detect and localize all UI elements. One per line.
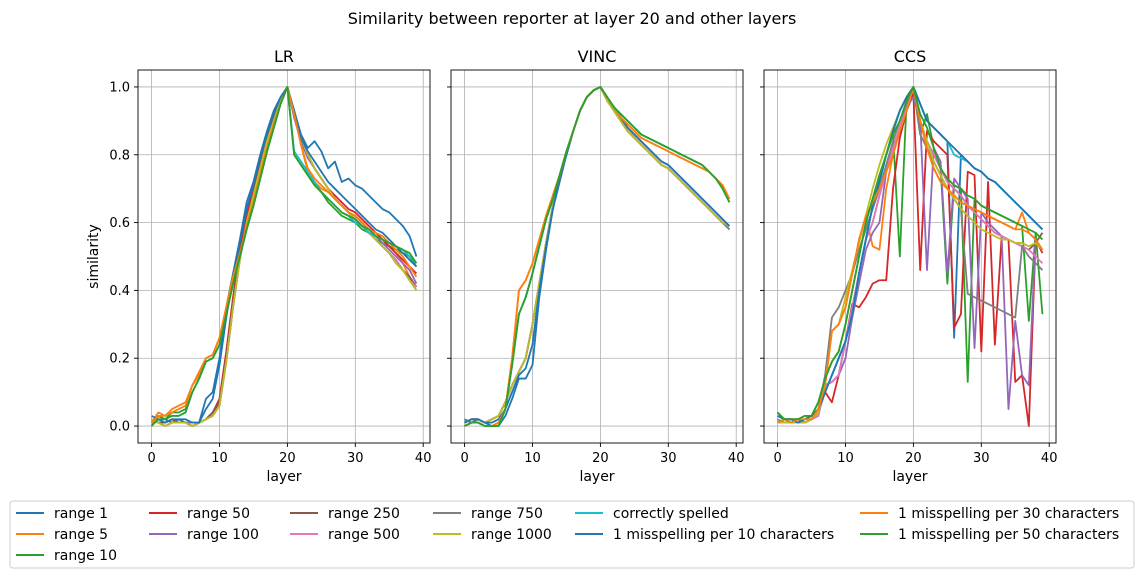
subplot-vinc: 0 10 20 30 40 VINC layer: [447, 47, 744, 485]
legend-item: range 500: [290, 527, 400, 543]
x-tick-label: 10: [524, 451, 541, 466]
x-tick-label: 30: [660, 451, 677, 466]
legend-item: range 750: [433, 506, 543, 522]
legend-frame: [9, 500, 1135, 569]
subplot-ccs: 0 10 20 30 40 CCS layer: [760, 47, 1057, 485]
legend-item: correctly spelled: [575, 506, 729, 522]
series-line-range-1: [464, 86, 731, 427]
series-line-1-misspelling-per-10-characters: [464, 86, 731, 424]
series-line-range-250: [464, 86, 731, 424]
series-line-1-misspelling-per-30-characters: [777, 86, 1044, 424]
subplot-lr: 0 10 20 30 40 0.0 0.2 0.4 0.6 0.8 1.0 LR layer simila…: [86, 47, 431, 485]
legend-label: range 50: [187, 506, 250, 522]
x-tick-label: 10: [211, 451, 228, 466]
legend-item: range 5: [16, 527, 108, 543]
legend: range 1 range 5 range 10 range 50 range 100 r…: [9, 500, 1135, 569]
series-line-1-misspelling-per-30-characters: [150, 86, 418, 424]
series-line-1-misspelling-per-50-characters: [776, 86, 1044, 421]
legend-item: range 1000: [433, 527, 552, 543]
series-line-correctly-spelled: [464, 86, 731, 427]
legend-item: 1 misspelling per 50 characters: [860, 527, 1119, 543]
subplot-title: LR: [274, 47, 294, 66]
y-tick-label: 0.4: [109, 284, 130, 299]
legend-label: range 100: [187, 527, 259, 543]
series-line-range-5: [150, 86, 418, 424]
x-tick-label: 20: [592, 451, 609, 466]
y-tick-label: 1.0: [109, 80, 130, 95]
series-line-range-1000: [464, 86, 730, 424]
series-line-range-500: [151, 86, 418, 427]
axes-frame: [763, 69, 1057, 444]
axes-frame: [137, 69, 431, 444]
legend-label: range 1: [54, 506, 108, 522]
y-tick-label: 0.0: [109, 420, 130, 435]
series-line-range-100: [151, 86, 418, 427]
series-line-1-misspelling-per-10-characters: [151, 86, 418, 424]
legend-item: range 1: [16, 506, 108, 522]
x-tick-label: 10: [837, 451, 854, 466]
series-line-range-250: [151, 86, 418, 427]
x-tick-label: 40: [415, 451, 432, 466]
figure-title: Similarity between reporter at layer 20 …: [348, 9, 797, 28]
series-line-range-100: [777, 96, 1044, 424]
series-line-1-misspelling-per-50-characters: [464, 86, 731, 427]
legend-item: range 10: [16, 548, 117, 564]
legend-item: range 250: [290, 506, 400, 522]
x-tick-label: 20: [279, 451, 296, 466]
x-axis-label: layer: [892, 469, 927, 485]
legend-label: range 500: [328, 527, 400, 543]
series-line-range-50: [464, 86, 730, 424]
series-line-range-750: [151, 86, 418, 427]
series-line-1-misspelling-per-50-characters: [150, 86, 418, 427]
series-line-1-misspelling-per-30-characters: [464, 86, 731, 427]
series-line-range-100: [464, 86, 731, 424]
legend-label: 1 misspelling per 50 characters: [898, 527, 1119, 543]
legend-item: 1 misspelling per 10 characters: [575, 527, 834, 543]
series-line-range-5: [464, 86, 731, 427]
legend-label: 1 misspelling per 10 characters: [613, 527, 834, 543]
series-line-range-1000: [151, 86, 418, 427]
y-tick-label: 0.2: [109, 352, 130, 367]
series-line-range-750: [464, 86, 731, 424]
y-tick-label: 0.6: [109, 216, 130, 231]
y-tick-label: 0.8: [109, 148, 130, 163]
series-line-correctly-spelled: [151, 86, 418, 424]
x-tick-label: 30: [973, 451, 990, 466]
subplot-title: VINC: [578, 47, 617, 66]
series-line-range-1: [150, 86, 418, 427]
x-tick-label: 0: [147, 451, 155, 466]
x-tick-label: 30: [347, 451, 364, 466]
x-axis-label: layer: [266, 469, 301, 485]
x-tick-label: 0: [460, 451, 468, 466]
subplot-title: CCS: [894, 47, 927, 66]
legend-item: 1 misspelling per 30 characters: [860, 506, 1119, 522]
axes-frame: [450, 69, 744, 444]
series-line-range-10: [150, 86, 418, 427]
legend-label: range 10: [54, 548, 117, 564]
legend-label: range 1000: [471, 527, 552, 543]
series-line-range-10: [464, 86, 731, 427]
x-tick-label: 0: [773, 451, 781, 466]
legend-label: range 250: [328, 506, 400, 522]
x-tick-label: 40: [728, 451, 745, 466]
series-line-range-50: [151, 86, 418, 424]
legend-label: correctly spelled: [613, 506, 729, 522]
legend-item: range 100: [149, 527, 259, 543]
legend-label: range 5: [54, 527, 108, 543]
y-axis-label: similarity: [86, 224, 102, 289]
series-line-range-500: [464, 86, 731, 424]
x-tick-label: 20: [905, 451, 922, 466]
x-axis-label: layer: [579, 469, 614, 485]
legend-label: 1 misspelling per 30 characters: [898, 506, 1119, 522]
legend-item: range 50: [149, 506, 250, 522]
x-tick-label: 40: [1041, 451, 1058, 466]
legend-label: range 750: [471, 506, 543, 522]
